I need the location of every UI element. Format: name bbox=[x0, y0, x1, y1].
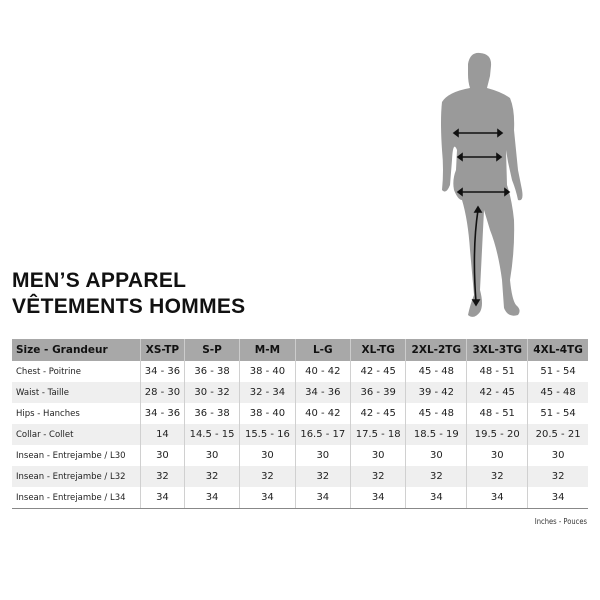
table-cell: 40 - 42 bbox=[294, 403, 351, 424]
table-row: Insean - Entrejambe / L32 32 32 32 32 32 32 32 3… bbox=[12, 466, 588, 487]
size-header: 3XL-3TG bbox=[466, 339, 528, 361]
table-cell: 30 bbox=[140, 445, 185, 466]
table-cell: 32 bbox=[405, 466, 467, 487]
table-cell: 34 bbox=[466, 487, 528, 509]
row-label: Waist - Taille bbox=[12, 382, 141, 403]
table-header-row: Size - Grandeur XS-TP S-P M-M L-G XL-TG 2XL-2T… bbox=[12, 339, 588, 361]
row-label: Insean - Entrejambe / L30 bbox=[16, 450, 126, 461]
table-cell: 42 - 45 bbox=[349, 403, 406, 424]
table-cell: 32 bbox=[349, 466, 406, 487]
row-label: Insean - Entrejambe / L34 bbox=[12, 487, 141, 509]
table-cell: 45 - 48 bbox=[405, 403, 467, 424]
size-header: S-P bbox=[183, 339, 240, 361]
size-header: 2XL-2TG bbox=[405, 339, 467, 361]
table-cell: 45 - 48 bbox=[405, 361, 467, 382]
table-cell: 30 bbox=[527, 445, 588, 466]
table-cell: 51 - 54 bbox=[527, 361, 588, 382]
table-cell: 17.5 - 18 bbox=[349, 424, 406, 445]
table-cell: 42 - 45 bbox=[349, 361, 406, 382]
table-cell: 30 bbox=[466, 445, 528, 466]
table-row: Chest - Poitrine 34 - 36 36 - 38 38 - 40 40 … bbox=[12, 361, 588, 382]
units-note: Inches - Pouces bbox=[534, 517, 587, 526]
table-row: Insean - Entrejambe / L30 30 30 30 30 30 30 30 3… bbox=[12, 445, 588, 466]
table-cell: 30 bbox=[294, 445, 351, 466]
table-cell: 34 bbox=[294, 487, 351, 509]
silhouette-icon bbox=[441, 52, 523, 317]
table-cell: 36 - 38 bbox=[183, 403, 240, 424]
table-cell: 14.5 - 15 bbox=[183, 424, 240, 445]
size-header: M-M bbox=[239, 339, 296, 361]
table-cell: 45 - 48 bbox=[527, 382, 588, 403]
table-cell: 39 - 42 bbox=[405, 382, 467, 403]
table-cell: 40 - 42 bbox=[294, 361, 351, 382]
size-chart-table: Size - Grandeur XS-TP S-P M-M L-G XL-TG 2XL-2T… bbox=[12, 339, 588, 509]
table-row: Insean - Entrejambe / L34 34 34 34 34 34 34 34 3… bbox=[12, 487, 588, 509]
table-cell: 32 bbox=[294, 466, 351, 487]
size-header: XS-TP bbox=[140, 339, 185, 361]
table-cell: 30 - 32 bbox=[183, 382, 240, 403]
table-cell: 34 bbox=[349, 487, 406, 509]
table-cell: 36 - 38 bbox=[183, 361, 240, 382]
body-measurement-figure bbox=[441, 52, 523, 317]
table-cell: 42 - 45 bbox=[466, 382, 528, 403]
table-row: Collar - Collet 14 14.5 - 15 15.5 - 16 16.5 … bbox=[12, 424, 588, 445]
table-cell: 14 bbox=[140, 424, 185, 445]
table-cell: 32 bbox=[140, 466, 185, 487]
size-header: XL-TG bbox=[349, 339, 406, 361]
table-cell: 16.5 - 17 bbox=[294, 424, 351, 445]
table-cell: 30 bbox=[349, 445, 406, 466]
table-cell: 30 bbox=[239, 445, 296, 466]
table-cell: 34 bbox=[140, 487, 185, 509]
table-cell: 48 - 51 bbox=[466, 361, 528, 382]
row-label: Insean - Entrejambe / L32 bbox=[12, 466, 141, 487]
table-cell: 34 - 36 bbox=[140, 403, 185, 424]
row-label: Hips - Hanches bbox=[16, 408, 80, 419]
table-cell: 30 bbox=[405, 445, 467, 466]
table-row: Hips - Hanches 34 - 36 36 - 38 38 - 40 40 - … bbox=[12, 403, 588, 424]
row-label: Collar - Collet bbox=[12, 424, 141, 445]
size-header: L-G bbox=[294, 339, 351, 361]
table-cell: 30 bbox=[183, 445, 240, 466]
table-cell: 19.5 - 20 bbox=[466, 424, 528, 445]
table-cell: 48 - 51 bbox=[466, 403, 528, 424]
table-cell: 32 bbox=[527, 466, 588, 487]
table-cell: 32 bbox=[183, 466, 240, 487]
table-cell: 20.5 - 21 bbox=[527, 424, 588, 445]
table-cell: 34 bbox=[183, 487, 240, 509]
table-row: Waist - Taille 28 - 30 30 - 32 32 - 34 34 - … bbox=[12, 382, 588, 403]
size-grandeur-header: Size - Grandeur bbox=[12, 339, 141, 361]
table-cell: 38 - 40 bbox=[239, 361, 296, 382]
table-cell: 38 - 40 bbox=[239, 403, 296, 424]
table-cell: 32 bbox=[239, 466, 296, 487]
table-cell: 34 - 36 bbox=[140, 361, 185, 382]
table-cell: 32 - 34 bbox=[239, 382, 296, 403]
title-english: MEN’S APPAREL bbox=[12, 269, 187, 292]
page-title: MEN’S APPAREL VÊTEMENTS HOMMES bbox=[12, 268, 245, 320]
title-french: VÊTEMENTS HOMMES bbox=[12, 295, 246, 318]
table-cell: 34 bbox=[239, 487, 296, 509]
measurement-arrows bbox=[452, 128, 511, 307]
row-label: Chest - Poitrine bbox=[16, 366, 81, 377]
table-cell: 34 bbox=[527, 487, 588, 509]
table-cell: 34 - 36 bbox=[294, 382, 351, 403]
table-cell: 36 - 39 bbox=[349, 382, 406, 403]
table-cell: 18.5 - 19 bbox=[405, 424, 467, 445]
table-cell: 34 bbox=[405, 487, 467, 509]
table-cell: 28 - 30 bbox=[140, 382, 185, 403]
table-cell: 51 - 54 bbox=[527, 403, 588, 424]
table-cell: 15.5 - 16 bbox=[239, 424, 296, 445]
table-cell: 32 bbox=[466, 466, 528, 487]
size-header: 4XL-4TG bbox=[527, 339, 588, 361]
